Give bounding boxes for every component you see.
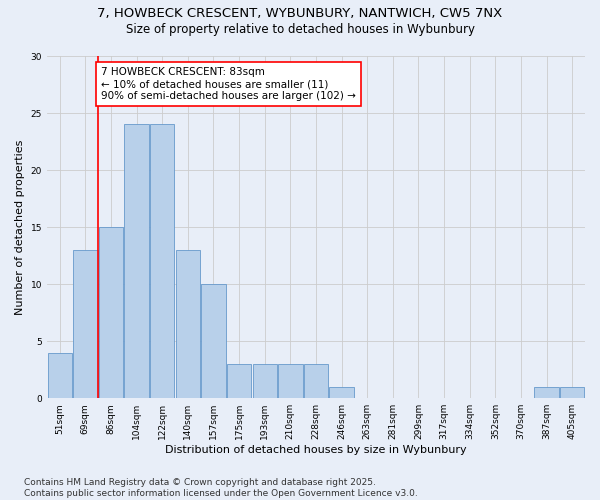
- Bar: [150, 124, 175, 398]
- Bar: [124, 124, 149, 398]
- Bar: [47, 352, 72, 398]
- Text: 7 HOWBECK CRESCENT: 83sqm
← 10% of detached houses are smaller (11)
90% of semi-: 7 HOWBECK CRESCENT: 83sqm ← 10% of detac…: [101, 68, 356, 100]
- Bar: [227, 364, 251, 398]
- Bar: [304, 364, 328, 398]
- Text: Contains HM Land Registry data © Crown copyright and database right 2025.
Contai: Contains HM Land Registry data © Crown c…: [24, 478, 418, 498]
- Bar: [176, 250, 200, 398]
- Bar: [560, 387, 584, 398]
- Text: 7, HOWBECK CRESCENT, WYBUNBURY, NANTWICH, CW5 7NX: 7, HOWBECK CRESCENT, WYBUNBURY, NANTWICH…: [97, 8, 503, 20]
- Bar: [535, 387, 559, 398]
- Bar: [73, 250, 98, 398]
- Bar: [253, 364, 277, 398]
- Bar: [201, 284, 226, 398]
- Bar: [329, 387, 354, 398]
- Text: Size of property relative to detached houses in Wybunbury: Size of property relative to detached ho…: [125, 22, 475, 36]
- Bar: [278, 364, 302, 398]
- Bar: [99, 227, 123, 398]
- X-axis label: Distribution of detached houses by size in Wybunbury: Distribution of detached houses by size …: [165, 445, 467, 455]
- Y-axis label: Number of detached properties: Number of detached properties: [15, 140, 25, 315]
